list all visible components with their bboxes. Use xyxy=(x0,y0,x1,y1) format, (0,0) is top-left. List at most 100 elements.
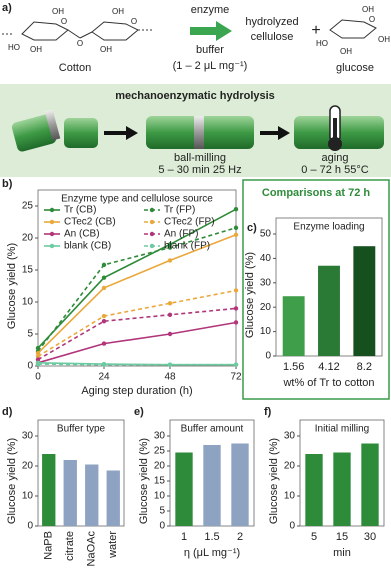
y-tick-label: 40 xyxy=(260,253,272,264)
product-label: glucose xyxy=(336,62,374,74)
x-tick-label: citrate xyxy=(64,531,76,561)
marker xyxy=(167,312,173,317)
arrow-shaft xyxy=(190,27,216,35)
plus: + xyxy=(311,22,320,39)
marker xyxy=(233,288,239,293)
y-tick-label: 10 xyxy=(22,491,34,502)
bar xyxy=(203,445,221,526)
glucose-ring xyxy=(329,19,377,39)
step-label: aging xyxy=(322,152,349,164)
y-tick-label: 30 xyxy=(22,431,34,442)
chart-title: Buffer type xyxy=(57,424,106,435)
legend-label: An (CB) xyxy=(64,229,100,240)
marker xyxy=(233,225,239,230)
chart-title: Buffer amount xyxy=(181,424,244,435)
bar xyxy=(231,443,249,526)
y-tick-label: 10 xyxy=(260,326,272,337)
process-title: mechanoenzymatic hydrolysis xyxy=(115,90,275,102)
legend-label: CTec2 (CB) xyxy=(64,217,116,228)
marker xyxy=(101,285,107,291)
panel-label: b) xyxy=(2,178,13,190)
marker xyxy=(35,357,41,362)
thermometer-bulb xyxy=(328,137,342,151)
chart-title: Enzyme type and cellulose source xyxy=(61,194,213,205)
step-conditions: 0 – 72 h 55°C xyxy=(301,164,368,176)
y-tick-label: 50 xyxy=(260,229,272,240)
bar xyxy=(85,464,99,526)
atom-label: O xyxy=(131,17,137,26)
y-axis-label: Glucose yield (%) xyxy=(138,438,150,524)
marker xyxy=(101,262,107,268)
legend-marker xyxy=(149,243,155,249)
bar xyxy=(305,454,323,526)
legend-label: Tr (CB) xyxy=(64,205,96,216)
bar xyxy=(353,246,376,356)
jar-part xyxy=(11,114,57,152)
legend-label: blank (FP) xyxy=(164,241,210,252)
marker xyxy=(167,245,173,250)
arrow-head xyxy=(216,21,232,41)
y-tick-label: 0 xyxy=(289,521,295,532)
legend-label: Tr (FP) xyxy=(164,205,195,216)
x-tick-label: 48 xyxy=(164,372,176,383)
atom-label: O xyxy=(77,39,83,48)
marker xyxy=(233,207,239,212)
x-tick-label: NaPB xyxy=(43,531,55,560)
product-label: cellulose xyxy=(251,31,294,43)
x-tick-label: 1 xyxy=(181,531,187,543)
marker xyxy=(35,361,41,367)
x-tick-label: 8.2 xyxy=(357,361,372,373)
atom-label: O xyxy=(369,15,375,24)
x-axis-label: wt% of Tr to cotton xyxy=(282,377,374,389)
bond xyxy=(67,29,81,39)
bar xyxy=(106,470,120,526)
marker xyxy=(101,341,107,346)
y-axis-label: Glucose yield (%) xyxy=(6,438,18,524)
line xyxy=(37,307,237,361)
y-tick-label: 20 xyxy=(260,302,272,313)
legend-label: An (FP) xyxy=(164,229,198,240)
y-tick-label: 0 xyxy=(159,521,165,532)
plot-frame xyxy=(37,189,237,367)
marker xyxy=(101,313,107,319)
panel-label: e) xyxy=(134,406,144,418)
panel-label: f) xyxy=(264,406,272,418)
step-conditions: 5 – 30 min 25 Hz xyxy=(158,164,241,176)
y-axis-label: Glucose yield (%) xyxy=(244,252,256,338)
marker xyxy=(101,275,107,280)
y-tick-label: 30 xyxy=(260,277,272,288)
x-tick-label: NaOAc xyxy=(86,531,98,567)
comparison-box xyxy=(242,179,390,400)
marker xyxy=(167,331,173,337)
y-tick-label: 25 xyxy=(154,446,166,457)
x-tick-label: 0 xyxy=(35,372,41,383)
marker xyxy=(167,242,173,247)
x-axis-label: min xyxy=(333,547,351,559)
bar xyxy=(361,443,379,526)
open-jar xyxy=(11,109,98,152)
legend-marker xyxy=(149,231,155,237)
panel-label: c) xyxy=(247,222,257,234)
line xyxy=(37,208,237,349)
y-tick-label: 10 xyxy=(154,491,166,502)
y-tick-label: 0 xyxy=(27,361,33,372)
plot-frame xyxy=(37,419,125,527)
bar xyxy=(282,296,305,356)
reactant-label: Cotton xyxy=(59,62,91,74)
x-tick-label: 1.56 xyxy=(283,361,304,373)
x-tick-label: 24 xyxy=(98,372,110,383)
legend-marker xyxy=(49,243,55,249)
jar-part xyxy=(64,118,98,148)
legend-label: blank (CB) xyxy=(64,241,111,252)
marker xyxy=(233,306,239,311)
line xyxy=(37,226,237,352)
y-tick-label: 15 xyxy=(22,265,34,276)
legend-marker xyxy=(149,219,155,225)
y-tick-label: 0 xyxy=(265,351,271,362)
bar xyxy=(63,460,77,526)
marker xyxy=(233,362,239,367)
reagent-ratio: (1 – 2 μL mg⁻¹) xyxy=(173,60,248,72)
y-tick-label: 0 xyxy=(27,521,33,532)
atom-label: HO xyxy=(316,39,328,48)
